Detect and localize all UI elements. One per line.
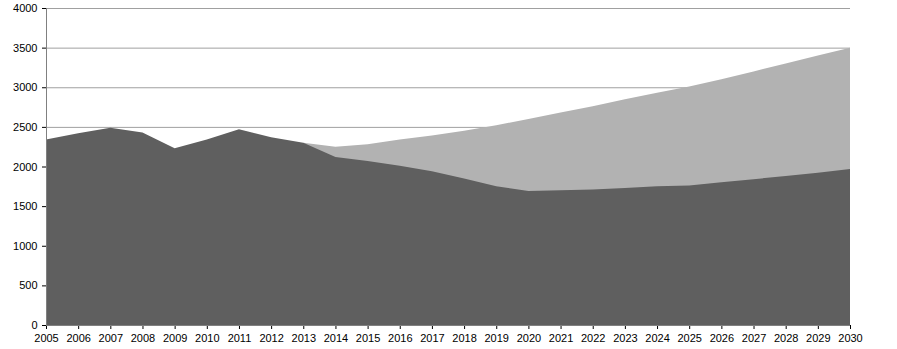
svg-text:2017: 2017 xyxy=(420,332,444,344)
svg-text:3500: 3500 xyxy=(13,42,37,54)
svg-text:2029: 2029 xyxy=(806,332,830,344)
svg-text:1500: 1500 xyxy=(13,200,37,212)
svg-text:2015: 2015 xyxy=(356,332,380,344)
svg-text:2012: 2012 xyxy=(259,332,283,344)
svg-text:2008: 2008 xyxy=(131,332,155,344)
svg-text:2010: 2010 xyxy=(195,332,219,344)
svg-text:2021: 2021 xyxy=(549,332,573,344)
svg-text:2020: 2020 xyxy=(517,332,541,344)
svg-text:1000: 1000 xyxy=(13,240,37,252)
svg-text:2024: 2024 xyxy=(645,332,669,344)
svg-text:0: 0 xyxy=(31,319,37,331)
svg-text:2018: 2018 xyxy=(452,332,476,344)
svg-text:2022: 2022 xyxy=(581,332,605,344)
svg-text:500: 500 xyxy=(19,279,37,291)
svg-text:2007: 2007 xyxy=(99,332,123,344)
svg-text:2019: 2019 xyxy=(484,332,508,344)
svg-text:2028: 2028 xyxy=(774,332,798,344)
svg-text:2005: 2005 xyxy=(34,332,58,344)
svg-text:4000: 4000 xyxy=(13,2,37,14)
svg-text:2013: 2013 xyxy=(292,332,316,344)
svg-text:2025: 2025 xyxy=(677,332,701,344)
svg-text:3000: 3000 xyxy=(13,81,37,93)
svg-text:2006: 2006 xyxy=(66,332,90,344)
svg-text:2023: 2023 xyxy=(613,332,637,344)
svg-text:2027: 2027 xyxy=(742,332,766,344)
svg-text:2000: 2000 xyxy=(13,161,37,173)
svg-text:2016: 2016 xyxy=(388,332,412,344)
svg-text:2014: 2014 xyxy=(324,332,348,344)
svg-text:2009: 2009 xyxy=(163,332,187,344)
svg-text:2500: 2500 xyxy=(13,121,37,133)
svg-text:2030: 2030 xyxy=(838,332,862,344)
svg-text:2026: 2026 xyxy=(710,332,734,344)
svg-text:2011: 2011 xyxy=(228,332,252,344)
